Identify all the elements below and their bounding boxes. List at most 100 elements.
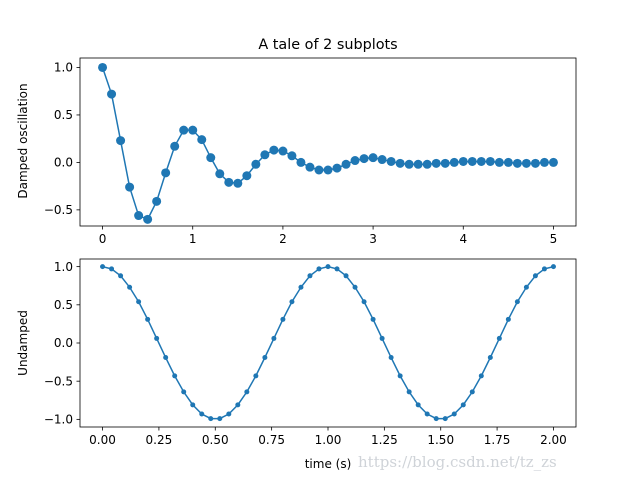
top-data-point <box>485 156 495 166</box>
bottom-data-point <box>136 299 142 305</box>
bottom-data-point <box>442 416 448 422</box>
top-data-point <box>440 158 450 168</box>
bottom-axes-frame <box>79 258 577 428</box>
top-data-point <box>143 214 153 224</box>
top-series <box>98 62 558 224</box>
top-data-point <box>152 196 162 206</box>
top-data-point <box>422 159 432 169</box>
top-data-point <box>215 169 225 179</box>
top-data-point <box>242 171 252 181</box>
bottom-x-tick-label: 1.25 <box>371 433 398 447</box>
bottom-data-point <box>433 416 439 422</box>
top-y-tick-label: 0.0 <box>54 156 73 170</box>
top-data-point <box>395 158 405 168</box>
top-axis-ticks: 0 1 2 3 4 5 −0.5 0.0 0.5 1.0 <box>44 61 557 246</box>
top-data-point <box>413 159 423 169</box>
bottom-data-point <box>523 284 529 290</box>
bottom-data-point <box>496 335 502 341</box>
bottom-data-point <box>487 355 493 361</box>
bottom-data-point <box>253 373 259 379</box>
top-data-point <box>332 163 342 173</box>
bottom-y-tick-label: −0.5 <box>44 374 73 388</box>
bottom-data-point <box>118 273 124 279</box>
bottom-data-point <box>154 335 160 341</box>
bottom-data-point <box>415 402 421 408</box>
bottom-data-point <box>244 389 250 395</box>
top-x-tick-label: 3 <box>369 232 377 246</box>
top-data-point <box>197 135 207 145</box>
bottom-data-point <box>235 402 241 408</box>
top-x-tick-label: 1 <box>189 232 197 246</box>
bottom-data-point <box>334 266 340 272</box>
bottom-x-tick-label: 0.50 <box>202 433 229 447</box>
bottom-data-point <box>397 373 403 379</box>
damped-oscillation-subplot: A tale of 2 subplots Damped oscillation … <box>16 37 577 246</box>
bottom-data-point <box>127 284 133 290</box>
bottom-data-point <box>307 273 313 279</box>
top-y-tick-label: −0.5 <box>44 203 73 217</box>
bottom-data-point <box>406 389 412 395</box>
top-data-point <box>188 125 198 135</box>
bottom-data-point <box>145 316 151 322</box>
bottom-data-point <box>469 389 475 395</box>
top-x-tick-label: 0 <box>99 232 107 246</box>
top-data-point <box>386 156 396 166</box>
top-data-point <box>323 165 333 175</box>
bottom-data-point <box>217 416 223 422</box>
bottom-data-point <box>271 335 277 341</box>
bottom-x-tick-label: 2.00 <box>540 433 567 447</box>
top-x-tick-label: 4 <box>459 232 467 246</box>
top-data-point <box>224 177 234 187</box>
bottom-data-point <box>163 355 169 361</box>
bottom-data-point <box>451 411 457 417</box>
top-data-point <box>287 151 297 161</box>
bottom-data-point <box>478 373 484 379</box>
bottom-x-tick-label: 1.00 <box>315 433 342 447</box>
top-data-point <box>521 158 531 168</box>
top-data-point <box>341 159 351 169</box>
top-data-point <box>539 157 549 167</box>
top-data-point <box>377 155 387 165</box>
top-data-point <box>134 211 144 221</box>
top-data-point <box>161 168 171 178</box>
top-data-point <box>359 154 369 164</box>
top-data-point <box>476 156 486 166</box>
bottom-y-tick-label: 1.0 <box>54 260 73 274</box>
top-data-point <box>467 156 477 166</box>
bottom-data-point <box>289 299 295 305</box>
top-data-point <box>530 158 540 168</box>
bottom-x-tick-label: 1.75 <box>484 433 511 447</box>
bottom-series <box>100 264 556 422</box>
bottom-data-point <box>298 284 304 290</box>
top-y-tick-label: 1.0 <box>54 61 73 75</box>
top-data-point <box>431 158 441 168</box>
top-data-point <box>512 158 522 168</box>
bottom-axis-ticks: 0.00 0.25 0.50 0.75 1.00 1.25 1.50 1.75 2.00 −1.0… <box>44 260 567 447</box>
bottom-x-tick-label: 0.75 <box>258 433 285 447</box>
bottom-data-point <box>172 373 178 379</box>
bottom-data-point <box>190 402 196 408</box>
bottom-data-point <box>280 316 286 322</box>
top-data-point <box>350 156 360 166</box>
top-data-point <box>233 178 243 188</box>
bottom-data-point <box>424 411 430 417</box>
watermark-text: https://blog.csdn.net/tz_zs <box>358 453 557 471</box>
bottom-data-point <box>370 316 376 322</box>
top-data-point <box>368 153 378 163</box>
top-data-point <box>458 156 468 166</box>
top-data-point <box>404 159 414 169</box>
top-data-point <box>251 159 261 169</box>
bottom-data-point <box>352 284 358 290</box>
bottom-data-point <box>505 316 511 322</box>
bottom-data-point <box>199 411 205 417</box>
bottom-data-point <box>316 266 322 272</box>
top-data-point <box>305 162 315 172</box>
bottom-data-point <box>460 402 466 408</box>
top-data-point <box>548 157 558 167</box>
undamped-subplot: Undamped time (s) 0.00 0.25 0.50 0.75 1.00 1.… <box>16 258 577 471</box>
bottom-x-tick-label: 0.00 <box>89 433 116 447</box>
top-y-tick-label: 0.5 <box>54 108 73 122</box>
bottom-data-point <box>109 266 115 272</box>
top-data-point <box>278 146 288 156</box>
